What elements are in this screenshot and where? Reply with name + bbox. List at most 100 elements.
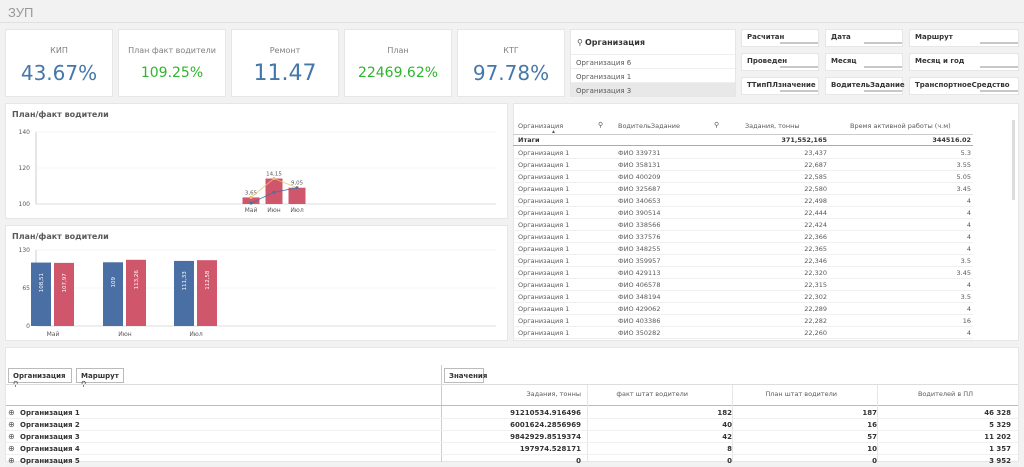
bar[interactable]: [54, 262, 74, 326]
filter-label: ВодительЗадание: [831, 81, 905, 89]
filter-provoden[interactable]: Проведен: [741, 53, 819, 71]
values-button[interactable]: Значения: [444, 368, 487, 383]
kpi-card-kip[interactable]: КИП 43.67%: [5, 29, 113, 97]
table-row[interactable]: Организация 1 ФИО 337576 22,366 4: [513, 231, 973, 243]
pivot-divider: [441, 365, 442, 462]
table-row[interactable]: Организация 1 ФИО 406578 22,315 4: [513, 279, 973, 291]
filter-raschitan[interactable]: Расчитан: [741, 29, 819, 47]
table-header-driver[interactable]: ВодительЗадание: [618, 118, 680, 134]
table-header-tons[interactable]: Задания, тонны: [745, 118, 800, 134]
pivot-header[interactable]: факт штат водители: [616, 390, 688, 398]
pivot-row[interactable]: ⊕ Организация 3 9842929.8519374 42 57 11 202: [6, 431, 1018, 443]
filter-ttip[interactable]: ТТипПЛзначение: [741, 77, 819, 95]
dim-button-route[interactable]: Маршрут ⚲: [76, 368, 124, 388]
series-point[interactable]: [272, 190, 276, 194]
table-row[interactable]: Организация 1 ФИО 338566 22,424 4: [513, 219, 973, 231]
bar[interactable]: [103, 262, 123, 326]
pivot-cell: 0: [576, 457, 581, 465]
filter-date[interactable]: Дата: [825, 29, 903, 47]
filter-label: ТТипПЛзначение: [747, 81, 816, 89]
series-point[interactable]: [272, 177, 276, 181]
org-listbox[interactable]: ⚲ Организация Организация 6 Организация …: [570, 29, 736, 97]
filter-vehicle[interactable]: ТранспортноеСредство: [909, 77, 1019, 95]
bar[interactable]: [174, 260, 194, 326]
table-row[interactable]: Организация 1 ФИО 339731 23,437 5.3: [513, 147, 973, 159]
cell-tons: 22,366: [804, 233, 827, 241]
expand-icon[interactable]: ⊕: [8, 456, 15, 465]
chart2-panel[interactable]: План/факт водители 130 65 0 108,51 107,97 Май…: [5, 225, 508, 341]
list-item[interactable]: Организация 3: [571, 82, 735, 96]
pivot-header[interactable]: Водителей в ПЛ: [917, 390, 973, 398]
kpi-card-repair[interactable]: Ремонт 11.47: [231, 29, 339, 97]
table-row[interactable]: Организация 1 ФИО 340653 22,498 4: [513, 195, 973, 207]
pivot-row[interactable]: ⊕ Организация 1 91210534.916496 182 187 46 32…: [6, 407, 1018, 419]
expand-icon[interactable]: ⊕: [8, 420, 15, 429]
cell-time: 4: [966, 305, 971, 313]
table-row[interactable]: Организация 1 ФИО 359957 22,346 3.5: [513, 255, 973, 267]
pivot-cell: 40: [722, 421, 732, 429]
expand-icon[interactable]: ⊕: [8, 444, 15, 453]
sort-icon[interactable]: ▲: [551, 129, 556, 135]
chart1-svg[interactable]: 140 120 100 3,65 Май 14,15 Июн 9,05 Июл: [6, 118, 509, 218]
table-row[interactable]: Организация 1 ФИО 390514 22,444 4: [513, 207, 973, 219]
filter-label: Проведен: [747, 57, 788, 65]
bar[interactable]: [288, 187, 306, 204]
pivot-cell: 8: [727, 445, 732, 453]
kpi-value: 109.25%: [140, 65, 204, 81]
kpi-card-plan[interactable]: План 22469.62%: [344, 29, 452, 97]
search-icon[interactable]: ⚲: [577, 38, 583, 47]
pivot-row[interactable]: ⊕ Организация 2 6001624.2856969 40 16 5 329: [6, 419, 1018, 431]
chart2-svg[interactable]: 130 65 0 108,51 107,97 Май 109 113,26 Июн 111,33 1…: [6, 240, 509, 340]
table-row[interactable]: Организация 1 ФИО 325687 22,580 3.45: [513, 183, 973, 195]
table-header-time[interactable]: Время активной работы (ч.м): [850, 118, 951, 134]
bar[interactable]: [31, 262, 51, 326]
table-row[interactable]: Организация 1 ФИО 348194 22,302 3.5: [513, 291, 973, 303]
cell-driver: ФИО 359957: [618, 257, 661, 265]
list-item[interactable]: Организация 1: [571, 68, 735, 82]
search-icon[interactable]: ⚲: [714, 122, 720, 129]
kpi-card-plan-fact-drivers[interactable]: План факт водители 109.25%: [118, 29, 226, 97]
table-row[interactable]: Организация 1 ФИО 403386 22,282 16: [513, 315, 973, 327]
bar[interactable]: [126, 259, 146, 326]
kpi-card-ktg[interactable]: КТГ 97.78%: [457, 29, 565, 97]
pivot-header[interactable]: План штат водители: [765, 390, 837, 398]
bar-value-label: 3,65: [245, 190, 258, 196]
table-row[interactable]: Организация 1 ФИО 400209 22,585 5.05: [513, 171, 973, 183]
bar[interactable]: [197, 260, 217, 326]
bar[interactable]: [242, 197, 260, 204]
filter-driver-task[interactable]: ВодительЗадание: [825, 77, 905, 95]
table-row[interactable]: Организация 1 ФИО 348255 22,365 4: [513, 243, 973, 255]
series-point[interactable]: [295, 186, 299, 190]
dim-button-org[interactable]: Организация ⚲: [8, 368, 72, 388]
kpi-label: План факт водители: [128, 46, 216, 55]
series-point[interactable]: [249, 195, 253, 199]
table-row[interactable]: Организация 1 ФИО 429062 22,289 4: [513, 303, 973, 315]
cell-tons: 22,320: [804, 269, 827, 277]
table-row[interactable]: Организация 1 ФИО 358131 22,687 3.55: [513, 159, 973, 171]
expand-icon[interactable]: ⊕: [8, 432, 15, 441]
pivot-row[interactable]: ⊕ Организация 5 0 0 0 3 952: [6, 455, 1018, 467]
y-tick-label: 65: [22, 285, 30, 292]
cell-time: 3.5: [960, 257, 971, 265]
series-point[interactable]: [249, 201, 253, 205]
filter-selection-bar: [780, 66, 818, 68]
column-header-label: Задания, тонны: [745, 122, 800, 130]
pivot-row[interactable]: ⊕ Организация 4 197974.528171 8 10 1 357: [6, 443, 1018, 455]
filter-month-year[interactable]: Месяц и год: [909, 53, 1019, 71]
cell-tons: 22,580: [804, 185, 827, 193]
pivot-header[interactable]: Задания, тонны: [526, 390, 581, 398]
filter-route[interactable]: Маршрут: [909, 29, 1019, 47]
filter-month[interactable]: Месяц: [825, 53, 903, 71]
chart1-panel[interactable]: План/факт водители 140 120 100 3,65 Май 14,15…: [5, 103, 508, 219]
column-header-label: ВодительЗадание: [618, 122, 681, 130]
search-icon[interactable]: ⚲: [598, 122, 604, 129]
table-row[interactable]: Организация 1 ФИО 350282 22,260 4: [513, 327, 973, 339]
list-item[interactable]: Организация 6: [571, 54, 735, 68]
table-header-org[interactable]: Организация: [518, 118, 563, 134]
expand-icon[interactable]: ⊕: [8, 408, 15, 417]
cell-time: 4: [966, 245, 971, 253]
table-scrollbar[interactable]: [1012, 120, 1015, 200]
x-tick-label: Июл: [189, 331, 203, 338]
table-row[interactable]: Организация 1 ФИО 429113 22,320 3.45: [513, 267, 973, 279]
cell-org: Организация 1: [518, 233, 570, 241]
